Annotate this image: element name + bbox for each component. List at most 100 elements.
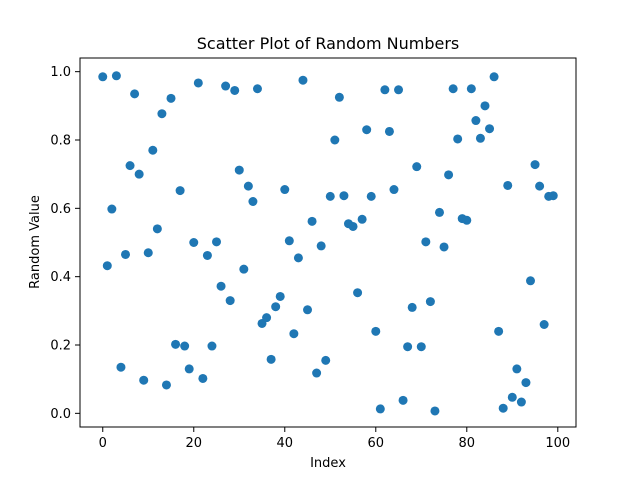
data-point	[130, 89, 140, 99]
data-point	[107, 204, 117, 214]
data-point	[453, 134, 463, 144]
data-point	[189, 238, 199, 247]
data-point	[516, 397, 526, 407]
data-point	[475, 133, 485, 143]
data-point	[412, 162, 422, 172]
y-tick-label: 0.4	[50, 270, 71, 285]
x-axis-ticks: 0 20 40 60 80 100	[99, 427, 570, 451]
data-point	[548, 191, 558, 201]
data-point	[380, 85, 390, 95]
data-point	[430, 406, 440, 416]
data-point	[221, 81, 231, 91]
data-point	[466, 84, 476, 94]
data-point	[494, 326, 504, 336]
data-point	[157, 109, 167, 119]
data-point	[312, 368, 322, 378]
data-point	[462, 215, 472, 225]
data-point	[243, 181, 253, 191]
data-point	[307, 216, 317, 226]
data-point	[298, 75, 308, 85]
data-point	[212, 237, 222, 247]
data-point	[407, 302, 417, 312]
data-point	[143, 248, 153, 258]
data-point	[116, 362, 126, 372]
data-point	[339, 191, 349, 201]
data-point	[266, 354, 276, 364]
data-point	[184, 364, 194, 374]
data-point	[262, 313, 272, 323]
data-point	[325, 191, 335, 201]
data-point	[171, 339, 181, 349]
data-point	[539, 320, 549, 329]
data-point	[334, 92, 344, 102]
data-point	[252, 84, 262, 94]
data-point	[485, 124, 495, 134]
data-point	[384, 126, 394, 136]
data-point	[489, 72, 499, 82]
data-point	[471, 116, 481, 126]
data-point	[207, 341, 217, 351]
data-point	[421, 237, 431, 247]
data-point	[239, 264, 249, 274]
data-point	[303, 305, 313, 315]
data-point	[425, 297, 435, 307]
data-point	[111, 71, 121, 81]
data-point	[248, 197, 258, 206]
data-point	[166, 93, 176, 103]
y-axis-label: Random Value	[28, 195, 43, 289]
data-point	[152, 224, 162, 234]
data-point	[175, 186, 185, 196]
x-tick-label: 0	[99, 436, 107, 451]
data-point	[121, 249, 130, 259]
data-point	[526, 276, 535, 286]
data-point	[316, 241, 326, 251]
x-tick-label: 20	[185, 436, 202, 451]
data-point	[275, 291, 285, 301]
data-point	[230, 85, 240, 95]
data-point	[202, 250, 212, 260]
data-point	[98, 72, 108, 82]
data-point	[198, 373, 208, 383]
chart-title: Scatter Plot of Random Numbers	[197, 34, 460, 53]
data-point	[498, 403, 508, 413]
data-point	[535, 181, 545, 191]
data-point	[439, 242, 449, 252]
data-points	[98, 71, 558, 416]
data-point	[389, 185, 399, 195]
data-point	[503, 180, 513, 190]
x-axis-label: Index	[310, 456, 346, 471]
data-point	[371, 326, 381, 336]
y-tick-label: 0.0	[50, 407, 71, 422]
data-point	[444, 170, 454, 180]
y-tick-label: 0.6	[50, 202, 71, 217]
data-point	[521, 378, 531, 388]
data-point	[394, 85, 404, 95]
plot-frame	[79, 57, 577, 428]
data-point	[271, 302, 281, 312]
data-point	[161, 380, 171, 390]
data-point	[366, 191, 376, 201]
data-point	[403, 342, 413, 352]
y-tick-label: 1.0	[50, 65, 71, 80]
data-point	[125, 161, 135, 171]
data-point	[398, 395, 408, 405]
data-point	[480, 101, 490, 111]
data-point	[134, 169, 144, 179]
data-point	[293, 253, 303, 263]
data-point	[180, 341, 190, 351]
data-point	[353, 288, 363, 298]
data-point	[139, 375, 149, 385]
data-point	[225, 296, 235, 306]
data-point	[362, 125, 372, 135]
x-tick-label: 40	[276, 436, 293, 451]
y-axis-ticks: 0.0 0.2 0.4 0.6 0.8 1.0	[50, 65, 80, 422]
data-point	[280, 185, 290, 195]
data-point	[507, 392, 517, 402]
data-point	[434, 207, 444, 217]
y-tick-label: 0.8	[50, 134, 71, 149]
data-point	[330, 135, 340, 145]
data-point	[448, 84, 458, 94]
x-tick-label: 100	[545, 436, 570, 451]
